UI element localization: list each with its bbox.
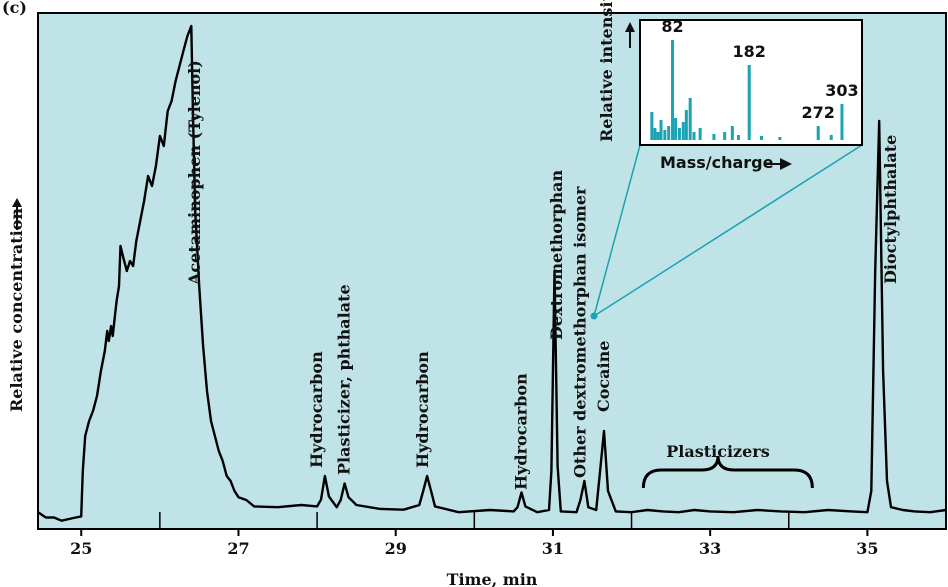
inset-x-arrow-icon <box>766 158 792 170</box>
spectrum-peak-label: 82 <box>661 17 683 36</box>
chromatogram-trace <box>37 24 947 522</box>
panel-label: (c) <box>2 0 27 17</box>
peak-label: Dextromethorphan <box>547 169 566 340</box>
x-tick-label: 33 <box>699 539 721 558</box>
x-axis-ticks: 25 27 29 31 33 35 <box>70 529 879 558</box>
callout-layer <box>590 144 863 320</box>
x-axis-title: Time, min <box>447 570 538 587</box>
annotation-layer: Acetaminophen (Tylenol) Hydrocarbon Plasti… <box>185 60 900 490</box>
inset-x-label: Mass/charge <box>660 153 774 172</box>
peak-label: Hydrocarbon <box>307 351 326 468</box>
callout-line-left <box>593 144 641 317</box>
inset-peak-labels: 82 182 272 303 <box>625 17 859 122</box>
inset-y-label-text: Relative intensity <box>597 0 616 142</box>
spectrum-peak-label: 272 <box>801 103 834 122</box>
y-axis-title: Relative concentration <box>7 198 26 412</box>
minor-ticks <box>159 512 790 528</box>
peak-label: Other dextromethorphan isomer <box>570 186 589 478</box>
inset-peaks <box>650 40 844 140</box>
y-axis-arrow-icon <box>12 198 22 207</box>
peak-label: Plasticizer, phthalate <box>335 284 354 475</box>
mass-spectrum-inset: 82 182 272 303 Mass/charge Relative intensi… <box>597 0 863 172</box>
trace-layer <box>37 24 947 522</box>
spectrum-peak-label: 182 <box>732 42 765 61</box>
x-tick-label: 29 <box>385 539 407 558</box>
peak-label: Cocaine <box>594 341 613 412</box>
x-tick-label: 25 <box>70 539 92 558</box>
x-tick-label: 35 <box>856 539 878 558</box>
callout-dot <box>590 312 598 320</box>
plasticizers-bracket <box>641 455 814 489</box>
x-tick-label: 31 <box>542 539 564 558</box>
peak-label: Hydrocarbon <box>511 373 530 490</box>
peak-label: Acetaminophen (Tylenol) <box>185 60 204 286</box>
inset-y-arrow-icon <box>625 22 635 32</box>
x-tick-label: 27 <box>227 539 249 558</box>
peak-label: Hydrocarbon <box>413 351 432 468</box>
callout-line-right <box>593 144 863 317</box>
inset-y-label: Relative intensity <box>597 0 616 142</box>
peak-label: Dioctylphthalate <box>881 135 900 284</box>
y-axis-title-text: Relative concentration <box>7 208 26 412</box>
peak-label: Plasticizers <box>666 442 769 461</box>
spectrum-peak-label: 303 <box>825 81 858 100</box>
